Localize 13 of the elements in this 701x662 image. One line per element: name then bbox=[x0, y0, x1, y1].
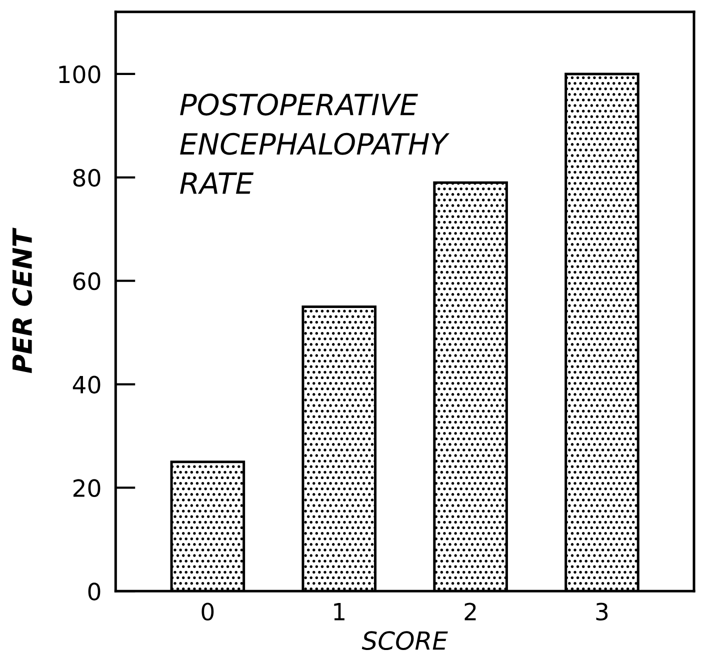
y-axis-title: PER CENT bbox=[12, 228, 32, 374]
y-tick-label: 80 bbox=[73, 168, 100, 187]
x-axis-title: SCORE bbox=[362, 631, 448, 650]
y-tick-label: 0 bbox=[88, 582, 100, 600]
y-tick-label: 100 bbox=[59, 65, 100, 84]
x-tick-label: 2 bbox=[464, 602, 476, 620]
text: POSTOPERATIVE ENCEPHALOPATHY RATE bbox=[180, 94, 450, 194]
y-tick-label: 60 bbox=[73, 272, 100, 290]
x-tick-label: 3 bbox=[596, 602, 608, 621]
x-tick-label: 0 bbox=[202, 602, 214, 621]
x-tick-label: 1 bbox=[334, 603, 344, 620]
y-tick-label: 20 bbox=[73, 479, 100, 498]
y-tick-label: 40 bbox=[72, 376, 100, 394]
